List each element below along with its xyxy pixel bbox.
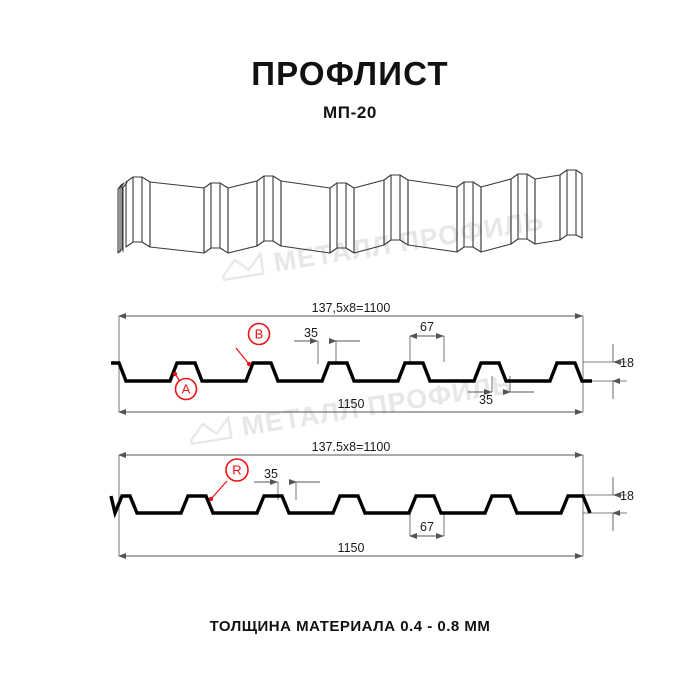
callout-r: R (208, 458, 249, 502)
section-bottom: 137.5x8=1100 1150 18 35 67 (109, 440, 634, 559)
dimension-top-overall: 137,5x8=1100 (118, 301, 583, 319)
iso-rib (559, 169, 583, 241)
dimension-rib-upper-35-label: 35 (264, 467, 278, 481)
material-thickness-note: ТОЛЩИНА МАТЕРИАЛА 0.4 - 0.8 ММ (209, 618, 491, 635)
page-title: ПРОФЛИСТ (251, 55, 449, 92)
callout-b: B (235, 322, 271, 367)
dimension-bottom-overall: 1150 (118, 397, 583, 415)
watermark-logo-icon (190, 415, 233, 446)
dimension-rib-bottom-67-label: 67 (420, 520, 434, 534)
sheet-edge-cap (117, 183, 123, 254)
dimension-rib-bottom-67: 67 (409, 512, 445, 539)
callout-b-label: B (255, 327, 264, 342)
sheet-edge-cap-line (119, 182, 125, 253)
callout-r-label: R (232, 463, 241, 478)
dimension-rib-top-67-label: 67 (420, 320, 434, 334)
dimension-height-label: 18 (620, 489, 634, 503)
dimension-height-label: 18 (620, 356, 634, 370)
dimension-rib-top-67: 67 (409, 320, 445, 362)
profile-outline-bottom (109, 494, 592, 519)
dimension-rib-upper-35: 35 (254, 467, 320, 500)
dimension-rib-lower-35-label: 35 (479, 393, 493, 407)
dimension-rib-upper-35-label: 35 (304, 326, 318, 340)
dimension-height: 18 (612, 477, 634, 531)
isometric-profile-view (117, 169, 583, 254)
dimension-height: 18 (612, 344, 634, 399)
dimension-bottom-overall-label: 1150 (338, 541, 365, 555)
page-subtitle: МП-20 (323, 103, 377, 122)
dimension-rib-lower-35: 35 (468, 376, 534, 407)
watermark-logo-icon (222, 251, 265, 282)
dimension-rib-upper-35: 35 (294, 326, 360, 364)
dimension-bottom-overall-label: 1150 (338, 397, 365, 411)
callout-a-label: A (182, 382, 191, 397)
callout-a: A (172, 371, 198, 401)
dimension-top-overall-label: 137,5x8=1100 (312, 301, 391, 315)
dimension-top-overall-label: 137.5x8=1100 (312, 440, 391, 454)
extension-lines (118, 316, 627, 412)
section-top: 137,5x8=1100 1150 18 35 67 (111, 301, 634, 415)
dimension-bottom-overall: 1150 (118, 541, 583, 559)
dimension-top-overall: 137.5x8=1100 (118, 440, 583, 458)
profile-outline-top (111, 361, 592, 383)
